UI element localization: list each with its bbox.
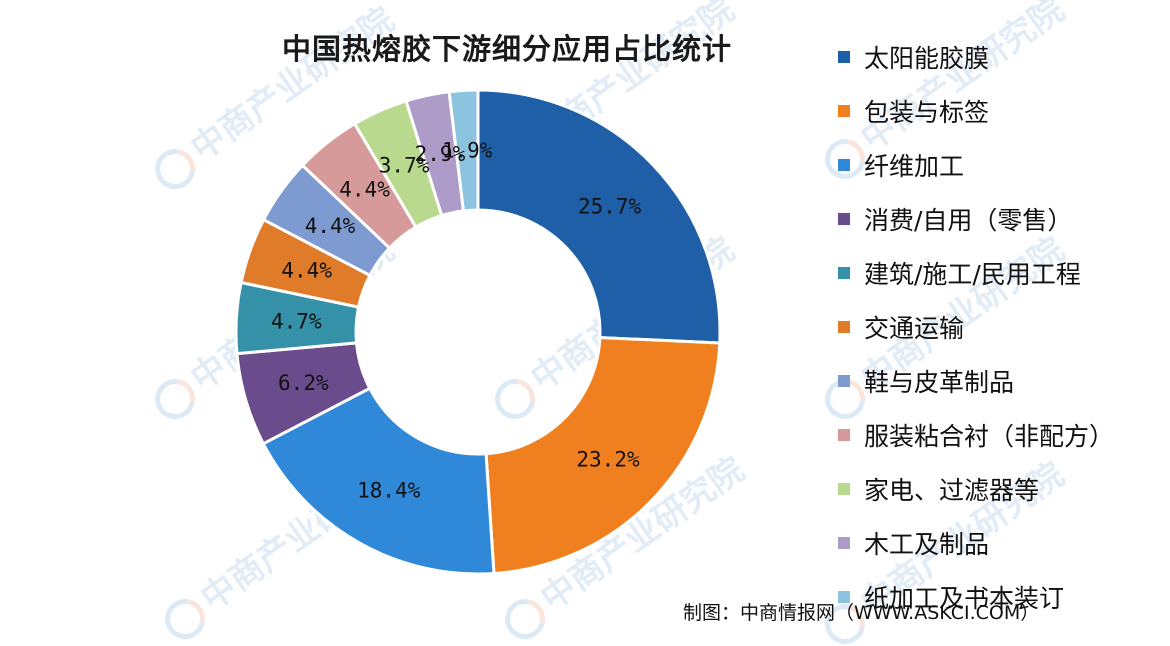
legend-item: 木工及制品 bbox=[838, 516, 1168, 570]
data-labels: 25.7%23.2%18.4%6.2%4.7%4.4%4.4%4.4%3.7%2… bbox=[271, 138, 642, 502]
slice-data-label: 2.9% bbox=[415, 142, 466, 166]
slice-data-label: 4.4% bbox=[339, 178, 390, 202]
donut-slices bbox=[234, 88, 722, 576]
slice-data-label: 25.7% bbox=[578, 194, 642, 218]
legend-label: 纸加工及书本装订 bbox=[864, 584, 1065, 613]
legend-label: 太阳能胶膜 bbox=[864, 44, 990, 73]
legend-swatch bbox=[838, 51, 850, 63]
legend-swatch bbox=[838, 213, 850, 225]
source-note: 制图：中商情报网（WWW.ASKCI.COM） bbox=[683, 602, 1040, 624]
legend-swatch bbox=[838, 591, 850, 603]
legend-swatch bbox=[838, 159, 850, 171]
slice-data-label: 4.4% bbox=[281, 259, 332, 283]
legend-item: 鞋与皮革制品 bbox=[838, 354, 1168, 408]
legend-label: 鞋与皮革制品 bbox=[864, 368, 1015, 397]
donut-slice bbox=[447, 88, 480, 213]
slice-data-label: 23.2% bbox=[576, 447, 640, 471]
legend-label: 服装粘合衬（非配方） bbox=[864, 422, 1115, 451]
chart-title: 中国热熔胶下游细分应用占比统计 bbox=[282, 32, 733, 66]
donut-slice bbox=[261, 386, 496, 576]
legend-item: 交通运输 bbox=[838, 300, 1168, 354]
legend-item: 消费/自用（零售） bbox=[838, 192, 1168, 246]
legend-label: 消费/自用（零售） bbox=[864, 206, 1073, 235]
legend-label: 包装与标签 bbox=[864, 98, 990, 127]
legend-label: 纤维加工 bbox=[864, 152, 965, 181]
legend-label: 建筑/施工/民用工程 bbox=[864, 260, 1081, 289]
legend-item: 太阳能胶膜 bbox=[838, 30, 1168, 84]
slice-data-label: 3.7% bbox=[379, 154, 430, 178]
donut-slice bbox=[484, 335, 722, 576]
legend-swatch bbox=[838, 483, 850, 495]
slice-data-label: 4.7% bbox=[271, 309, 322, 333]
legend-label: 家电、过滤器等 bbox=[864, 476, 1040, 505]
slice-data-label: 1.9% bbox=[442, 138, 493, 162]
donut-slice bbox=[476, 88, 722, 345]
legend-item: 家电、过滤器等 bbox=[838, 462, 1168, 516]
legend-label: 交通运输 bbox=[864, 314, 965, 343]
legend-swatch bbox=[838, 429, 850, 441]
legend-swatch bbox=[838, 105, 850, 117]
legend-swatch bbox=[838, 267, 850, 279]
legend-label: 木工及制品 bbox=[864, 530, 990, 559]
legend: 太阳能胶膜包装与标签纤维加工消费/自用（零售） 建筑/施工/民用工程 交通运输鞋与皮… bbox=[838, 30, 1168, 624]
legend-item: 服装粘合衬（非配方） bbox=[838, 408, 1168, 462]
legend-swatch bbox=[838, 321, 850, 333]
legend-swatch bbox=[838, 537, 850, 549]
legend-swatch bbox=[838, 375, 850, 387]
legend-item: 纸加工及书本装订 bbox=[838, 570, 1168, 624]
legend-item: 包装与标签 bbox=[838, 84, 1168, 138]
legend-item: 建筑/施工/民用工程 bbox=[838, 246, 1168, 300]
slice-data-label: 18.4% bbox=[357, 479, 421, 503]
slice-data-label: 6.2% bbox=[278, 371, 329, 395]
slice-data-label: 4.4% bbox=[305, 214, 356, 238]
legend-item: 纤维加工 bbox=[838, 138, 1168, 192]
